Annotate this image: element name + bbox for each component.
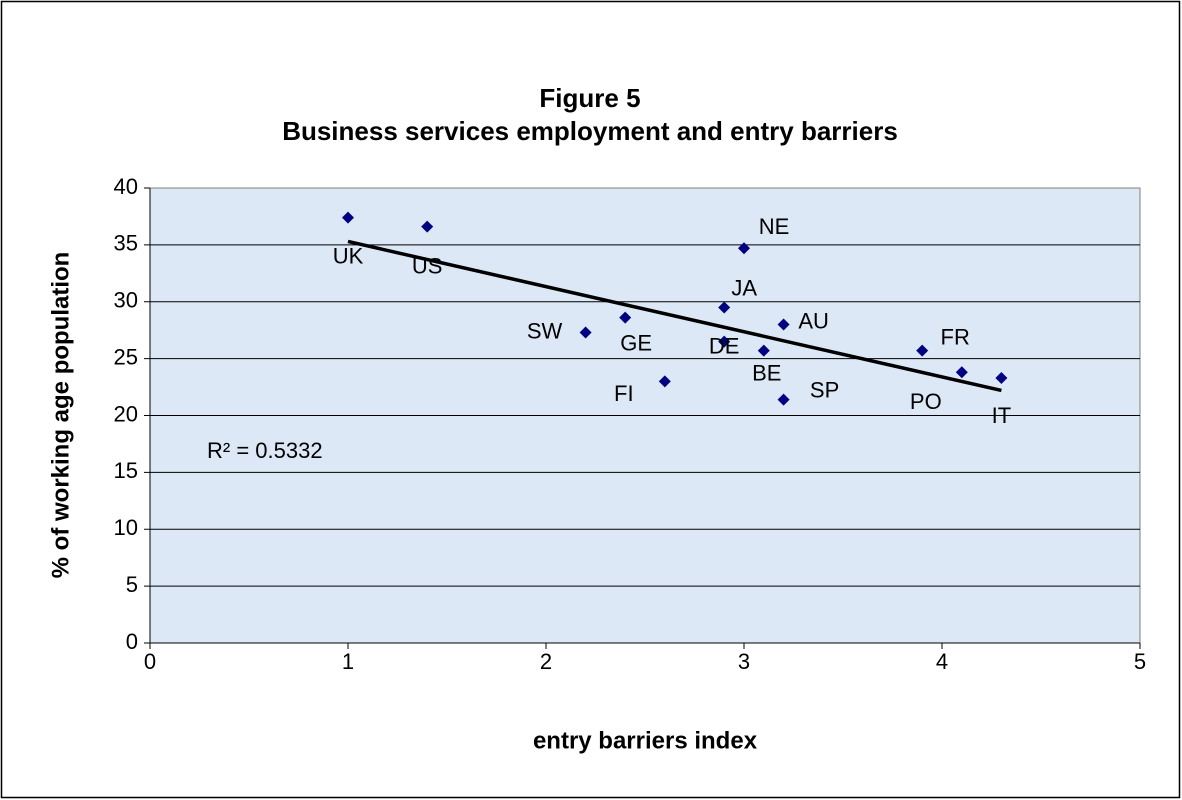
point-label: US — [412, 253, 443, 278]
y-tick-label: 25 — [114, 344, 138, 369]
y-tick-label: 5 — [126, 572, 138, 597]
point-label: SW — [527, 318, 563, 343]
point-label: IT — [992, 403, 1012, 428]
point-label: FR — [941, 324, 970, 349]
data-point — [658, 375, 671, 388]
point-label: DE — [709, 333, 740, 358]
data-point — [738, 242, 750, 255]
chart-title: Figure 5 — [539, 83, 640, 113]
data-point — [342, 211, 354, 224]
data-point — [718, 301, 731, 314]
point-label: JA — [731, 275, 757, 300]
data-point — [718, 335, 731, 348]
x-axis-title: entry barriers index — [533, 727, 758, 754]
x-tick-label: 1 — [342, 649, 354, 674]
point-label: UK — [333, 243, 364, 268]
point-label: SP — [810, 377, 839, 402]
data-point — [619, 311, 632, 324]
point-label: BE — [752, 360, 781, 385]
chart-subtitle: Business services employment and entry b… — [282, 116, 898, 146]
x-tick-label: 0 — [144, 649, 156, 674]
x-tick-label: 2 — [540, 649, 552, 674]
x-tick-label: 5 — [1134, 649, 1146, 674]
data-point — [421, 220, 434, 233]
data-point — [757, 344, 770, 357]
trendline — [347, 239, 1002, 393]
data-point — [955, 366, 968, 379]
data-point — [916, 344, 929, 357]
y-tick-label: 30 — [114, 288, 138, 313]
point-label: PO — [910, 389, 942, 414]
x-tick-label: 3 — [738, 649, 750, 674]
point-label: AU — [798, 308, 829, 333]
data-point — [995, 371, 1008, 384]
annotation: R² = 0.5332 — [207, 438, 323, 463]
y-axis-title: % of working age population — [47, 252, 74, 579]
y-tick-label: 15 — [114, 458, 138, 483]
data-point — [777, 393, 790, 406]
data-point — [579, 326, 592, 339]
y-tick-label: 0 — [126, 629, 138, 654]
y-tick-label: 10 — [114, 515, 138, 540]
y-tick-label: 40 — [114, 174, 138, 199]
point-label: FI — [614, 381, 634, 406]
x-tick-label: 4 — [936, 649, 948, 674]
y-tick-label: 20 — [114, 401, 138, 426]
point-label: GE — [620, 330, 652, 355]
point-label: NE — [759, 214, 790, 239]
y-tick-label: 35 — [114, 231, 138, 256]
data-point — [777, 318, 790, 331]
